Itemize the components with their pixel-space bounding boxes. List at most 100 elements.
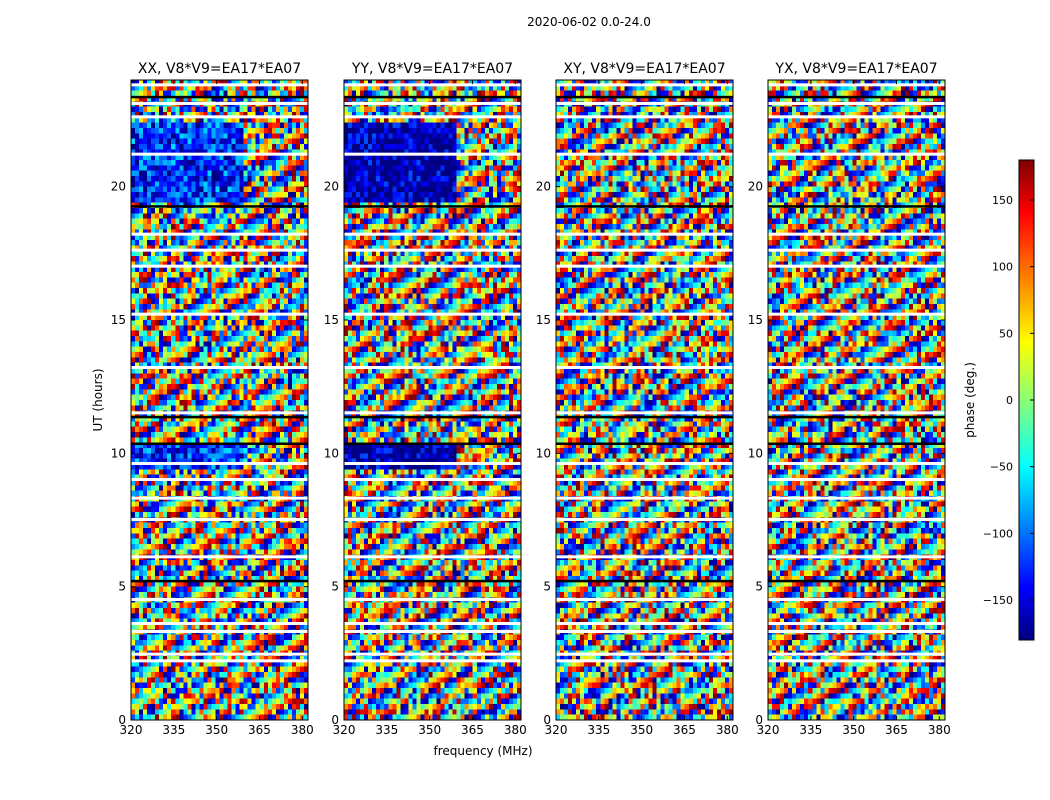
flagged-row [556,462,733,465]
flagged-row [344,152,521,156]
flagged-row [768,652,945,656]
y-tick-label: 20 [324,180,339,194]
x-tick-label: 380 [291,723,314,737]
flagged-row [556,659,733,663]
flagged-row [556,555,733,559]
flagged-row [768,102,945,105]
flagged-row [556,518,733,521]
colorbar-tick-label: −50 [990,461,1013,474]
flagged-row [344,518,521,521]
colorbar-tick-label: −100 [983,527,1013,540]
flagged-row [556,152,733,156]
flagged-row [344,232,521,236]
colorbar-ticks: 150 100 50 0 −50 −100 −150 [983,194,1034,607]
y-tick-label: 10 [748,446,763,460]
x-tick-label: 320 [757,723,780,737]
x-tick-label: 335 [587,723,610,737]
dark-band [344,415,521,419]
flagged-row [556,598,733,601]
flagged-row [344,478,521,481]
x-tick-label: 350 [205,723,228,737]
colorbar-tick-label: 100 [992,261,1013,274]
colorbar-label: phase (deg.) [963,362,977,438]
y-tick-label: 15 [111,313,126,327]
flagged-row [131,622,308,625]
flagged-row [344,622,521,625]
dark-band [556,579,733,583]
flagged-row [344,659,521,663]
dark-band [768,205,945,208]
dark-band [556,415,733,419]
panel-title: YX, V8*V9=EA17*EA07 [774,61,937,77]
dark-band [131,95,308,99]
dark-band [768,415,945,419]
flagged-row [556,264,733,268]
panel-title: YY, V8*V9=EA17*EA07 [351,61,513,77]
x-tick-label: 365 [885,723,908,737]
flagged-row [131,652,308,656]
y-tick-label: 15 [324,313,339,327]
y-tick-label: 0 [543,713,551,727]
colorbar: 150 100 50 0 −50 −100 −150 phase (deg.) [963,159,1035,641]
dark-band [344,205,521,208]
flagged-row [131,248,308,252]
panel-frame [555,79,734,721]
x-tick-label: 335 [799,723,822,737]
flagged-row [556,478,733,481]
colorbar-tick-label: 50 [999,327,1013,340]
dark-band [344,442,521,445]
y-axis-label: UT (hours) [91,368,105,431]
flagged-row [344,115,521,119]
dark-band [131,415,308,419]
flagged-row [556,232,733,236]
flagged-row [131,555,308,559]
flagged-row [768,496,945,500]
flagged-row [768,264,945,268]
dark-band [131,579,308,583]
flagged-row [131,115,308,119]
y-tick-label: 20 [536,180,551,194]
y-tick-label: 5 [331,580,339,594]
flagged-row [768,152,945,156]
x-tick-label: 350 [418,723,441,737]
flagged-row [556,630,733,633]
x-tick-label: 380 [928,723,951,737]
x-tick-label: 320 [333,723,356,737]
colorbar-tick-label: 150 [992,194,1013,207]
x-tick-label: 365 [461,723,484,737]
flagged-row [768,622,945,625]
flagged-row [131,659,308,663]
y-tick-label: 5 [118,580,126,594]
flagged-row [344,102,521,105]
flagged-row [131,83,308,87]
panel-title: XX, V8*V9=EA17*EA07 [138,61,301,77]
flagged-row [344,312,521,316]
flagged-row [131,478,308,481]
flagged-row [768,411,945,415]
heatmap-cells [768,80,945,720]
flagged-row [556,248,733,252]
dark-band [344,95,521,99]
flagged-row [768,83,945,87]
panel-frame [130,79,309,721]
flagged-row [131,462,308,465]
dark-band [768,95,945,99]
x-tick-label: 365 [673,723,696,737]
y-tick-label: 10 [536,446,551,460]
flagged-row [344,598,521,601]
flagged-row [768,232,945,236]
y-tick-label: 20 [748,180,763,194]
flagged-row [556,366,733,369]
dark-band [556,442,733,445]
panels: XX, V8*V9=EA17*EA07 320 335 350 365 380 0 5 10 15… [111,61,951,737]
y-tick-label: 15 [748,313,763,327]
flagged-row [556,622,733,625]
flagged-row [344,366,521,369]
flagged-row [768,555,945,559]
x-tick-label: 350 [630,723,653,737]
flagged-row [131,630,308,633]
flagged-row [131,264,308,268]
flagged-row [344,462,521,465]
flagged-row [768,478,945,481]
y-tick-label: 5 [755,580,763,594]
